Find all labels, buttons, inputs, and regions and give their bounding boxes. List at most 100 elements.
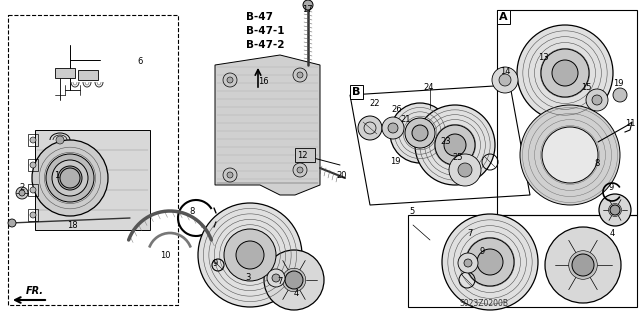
Text: B: B [352, 87, 360, 97]
Circle shape [382, 117, 404, 139]
Circle shape [223, 168, 237, 182]
Circle shape [466, 238, 514, 286]
Text: S023Z0200B: S023Z0200B [460, 299, 509, 308]
Circle shape [499, 74, 511, 86]
Circle shape [32, 140, 108, 216]
Text: 21: 21 [401, 115, 412, 124]
Bar [55, 68, 75, 78]
Text: 11: 11 [625, 120, 636, 129]
Circle shape [520, 105, 620, 205]
Text: 7: 7 [277, 277, 283, 286]
Text: 17: 17 [301, 5, 312, 14]
Bar [28, 184, 38, 196]
Text: 1: 1 [54, 170, 60, 180]
Circle shape [227, 77, 233, 83]
Circle shape [464, 259, 472, 267]
Text: FR.: FR. [26, 286, 44, 296]
Text: 22: 22 [370, 99, 380, 108]
Circle shape [517, 25, 613, 121]
Circle shape [442, 214, 538, 310]
Text: 5: 5 [410, 207, 415, 217]
Circle shape [30, 212, 36, 218]
Circle shape [542, 127, 598, 183]
Circle shape [492, 67, 518, 93]
Circle shape [390, 103, 450, 163]
Text: 4: 4 [293, 288, 299, 298]
Circle shape [223, 73, 237, 87]
Text: 19: 19 [612, 78, 623, 87]
Text: 14: 14 [500, 68, 510, 77]
Circle shape [285, 271, 303, 289]
Circle shape [282, 268, 306, 292]
Text: 18: 18 [67, 221, 77, 231]
Circle shape [60, 168, 80, 188]
Text: 3: 3 [245, 272, 251, 281]
Circle shape [388, 123, 398, 133]
Circle shape [30, 137, 36, 143]
Circle shape [458, 253, 478, 273]
Circle shape [46, 154, 94, 202]
Text: 16: 16 [258, 78, 268, 86]
Circle shape [30, 187, 36, 193]
Text: 6: 6 [138, 57, 143, 66]
Text: A: A [499, 12, 508, 22]
Circle shape [477, 249, 503, 275]
Circle shape [412, 125, 428, 141]
Circle shape [198, 203, 302, 307]
Bar [8, 15, 178, 305]
Bar [78, 70, 98, 80]
Circle shape [552, 60, 578, 86]
Circle shape [297, 72, 303, 78]
Text: 9: 9 [212, 258, 218, 268]
Circle shape [56, 136, 64, 144]
Text: 25: 25 [452, 152, 463, 161]
Circle shape [610, 205, 620, 215]
Circle shape [541, 49, 589, 97]
Circle shape [599, 194, 631, 226]
Circle shape [449, 154, 481, 186]
Circle shape [609, 204, 621, 217]
Circle shape [236, 241, 264, 269]
Circle shape [405, 118, 435, 148]
Text: 12: 12 [297, 151, 307, 160]
Circle shape [8, 219, 16, 227]
Bar [28, 134, 38, 146]
Circle shape [293, 163, 307, 177]
Circle shape [358, 116, 382, 140]
Circle shape [444, 134, 466, 156]
Text: 13: 13 [538, 53, 548, 62]
Circle shape [19, 190, 25, 196]
Circle shape [415, 105, 495, 185]
Circle shape [613, 88, 627, 102]
Text: 23: 23 [441, 137, 451, 146]
Text: 20: 20 [337, 170, 348, 180]
Circle shape [435, 125, 475, 165]
Circle shape [30, 162, 36, 168]
Circle shape [586, 89, 608, 111]
Text: 10: 10 [160, 251, 170, 261]
Text: 2: 2 [19, 183, 24, 192]
Circle shape [272, 274, 280, 282]
Text: 26: 26 [392, 106, 403, 115]
Text: 19: 19 [390, 158, 400, 167]
Text: 4: 4 [609, 229, 614, 239]
Bar [408, 215, 637, 307]
Circle shape [264, 250, 324, 310]
Text: 8: 8 [595, 159, 600, 167]
Polygon shape [215, 55, 320, 195]
Text: 9: 9 [609, 183, 614, 192]
Circle shape [52, 160, 88, 196]
Circle shape [545, 227, 621, 303]
Circle shape [267, 269, 285, 287]
Circle shape [34, 142, 106, 214]
Bar [28, 209, 38, 221]
Circle shape [224, 229, 276, 281]
Bar [28, 159, 38, 171]
Circle shape [569, 251, 597, 279]
Polygon shape [35, 130, 150, 230]
Circle shape [303, 0, 313, 10]
Circle shape [16, 187, 28, 199]
Circle shape [458, 163, 472, 177]
Text: 24: 24 [424, 84, 435, 93]
Circle shape [58, 166, 82, 190]
